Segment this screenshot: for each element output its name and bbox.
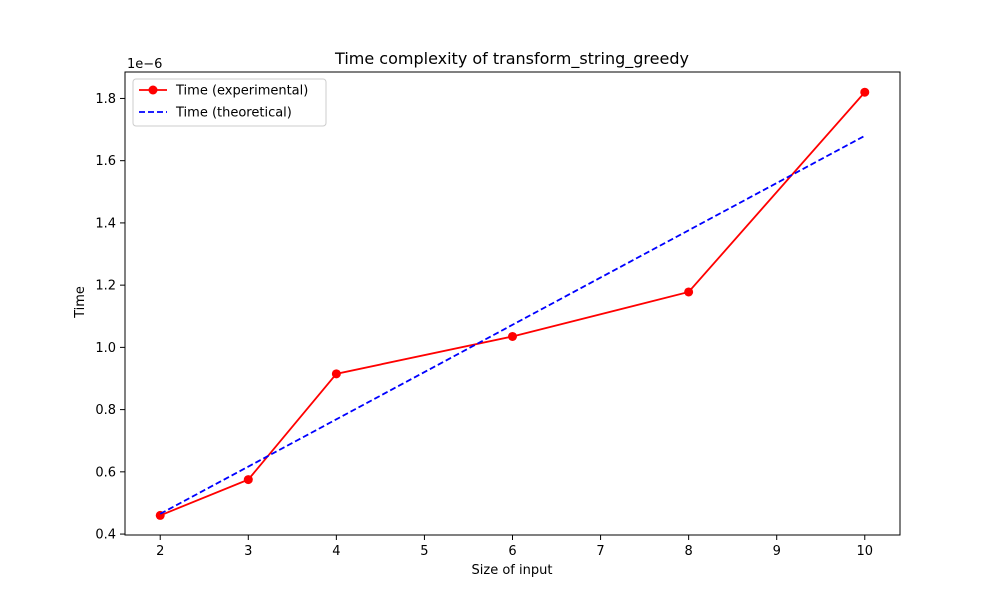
- y-tick-label: 1.8: [95, 92, 116, 107]
- plot-frame: [124, 71, 901, 536]
- y-tick-label: 1.4: [95, 216, 116, 231]
- y-tick-label: 1.6: [95, 154, 116, 169]
- x-tick-label: 4: [332, 544, 340, 559]
- y-tick-label: 0.4: [95, 528, 116, 543]
- y-tick-label: 0.8: [95, 403, 116, 418]
- y-tick-label: 0.6: [95, 465, 116, 480]
- x-tick-label: 10: [856, 544, 873, 559]
- data-point: [243, 475, 253, 485]
- data-point: [684, 287, 694, 297]
- legend-label-2: Time (theoretical): [175, 106, 292, 121]
- series-line-2: [159, 134, 866, 515]
- data-point: [860, 87, 870, 97]
- y-axis-label: Time: [73, 286, 88, 319]
- x-tick-label: 8: [684, 544, 692, 559]
- x-tick-label: 7: [596, 544, 604, 559]
- x-tick-label: 5: [420, 544, 428, 559]
- x-tick-label: 2: [156, 544, 164, 559]
- y-offset-label: 1e−6: [127, 57, 162, 72]
- data-point: [508, 331, 517, 341]
- x-tick-label: 3: [244, 544, 252, 559]
- chart-title: Time complexity of transform_string_gree…: [334, 49, 689, 69]
- y-tick-label: 1.2: [95, 279, 116, 294]
- y-tick-label: 1.0: [95, 341, 116, 356]
- legend: Time (experimental) Time (theoretical): [132, 78, 327, 127]
- data-point: [331, 369, 341, 379]
- legend-label-1: Time (experimental): [175, 84, 308, 99]
- x-tick-label: 6: [508, 544, 516, 559]
- x-tick-label: 9: [773, 544, 781, 559]
- plot-area: 2 3 4 5 6 7 8 9 10 0.4 0.6 0.8 1.0 1.2 1.4 1.6 1.8: [95, 71, 901, 559]
- series-line-1: [159, 91, 866, 517]
- legend-marker-1: [148, 85, 158, 95]
- x-axis-label: Size of input: [472, 563, 553, 578]
- legend-box: [132, 78, 327, 127]
